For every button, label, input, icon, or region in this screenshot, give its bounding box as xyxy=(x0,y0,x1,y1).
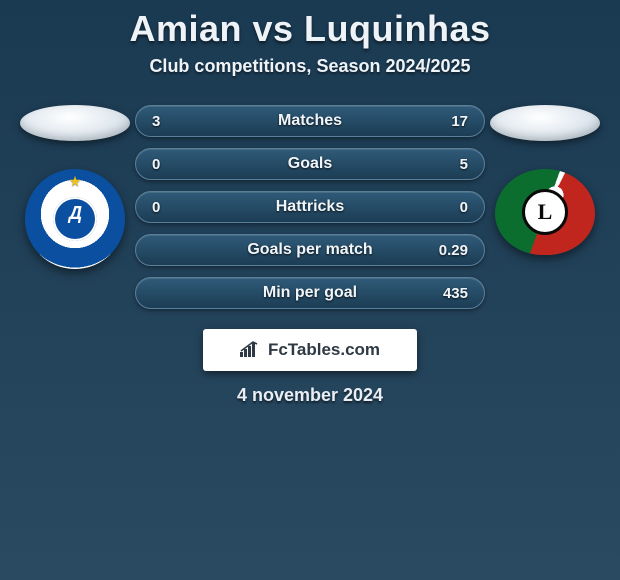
crest-letter: L xyxy=(522,189,568,235)
stat-left-value: 3 xyxy=(152,106,160,136)
right-player-oval xyxy=(490,105,600,141)
generated-date: 4 november 2024 xyxy=(0,385,620,406)
crest-monogram: Д xyxy=(25,203,125,224)
stats-list: 3 Matches 17 0 Goals 5 0 Hattricks 0 Goa… xyxy=(135,105,485,309)
comparison-body: ★ Д 3 Matches 17 0 Goals 5 0 Hattricks 0 xyxy=(0,105,620,309)
stat-label: Hattricks xyxy=(276,198,344,216)
stat-row-goals: 0 Goals 5 xyxy=(135,148,485,180)
left-side: ★ Д xyxy=(15,105,135,269)
stat-label: Min per goal xyxy=(263,284,357,302)
page-subtitle: Club competitions, Season 2024/2025 xyxy=(0,56,620,77)
stat-left-value: 0 xyxy=(152,149,160,179)
star-icon: ★ xyxy=(69,173,82,190)
page-title: Amian vs Luquinhas xyxy=(0,8,620,50)
stat-row-min-per-goal: Min per goal 435 xyxy=(135,277,485,309)
stat-label: Goals xyxy=(288,155,332,173)
stat-row-matches: 3 Matches 17 xyxy=(135,105,485,137)
stat-row-goals-per-match: Goals per match 0.29 xyxy=(135,234,485,266)
stat-label: Matches xyxy=(278,112,342,130)
stat-right-value: 435 xyxy=(443,278,468,308)
right-club-crest: L xyxy=(495,169,595,255)
stat-label: Goals per match xyxy=(247,241,372,259)
comparison-card: Amian vs Luquinhas Club competitions, Se… xyxy=(0,0,620,406)
left-player-oval xyxy=(20,105,130,141)
right-side: L xyxy=(485,105,605,255)
stat-row-hattricks: 0 Hattricks 0 xyxy=(135,191,485,223)
brand-badge[interactable]: FcTables.com xyxy=(203,329,417,371)
stat-right-value: 0.29 xyxy=(439,235,468,265)
bar-chart-icon xyxy=(240,341,262,359)
stat-right-value: 17 xyxy=(451,106,468,136)
brand-text: FcTables.com xyxy=(268,340,380,360)
stat-right-value: 0 xyxy=(460,192,468,222)
stat-left-value: 0 xyxy=(152,192,160,222)
left-club-crest: ★ Д xyxy=(25,169,125,269)
stat-right-value: 5 xyxy=(460,149,468,179)
